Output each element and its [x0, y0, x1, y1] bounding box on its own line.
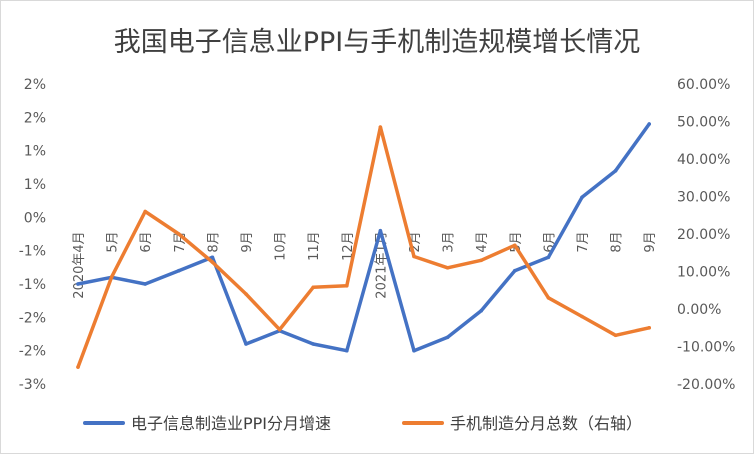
category-label: 10月: [274, 231, 289, 261]
data-point: [345, 284, 349, 288]
data-point: [412, 348, 416, 353]
category-label: 4月: [475, 231, 490, 252]
data-point: [143, 209, 147, 214]
right-tick-label: 0.00%: [677, 302, 721, 318]
data-point: [378, 125, 383, 129]
data-point: [76, 365, 80, 369]
right-tick-label: 40.00%: [677, 152, 730, 168]
left-tick-label: -1%: [19, 277, 46, 293]
data-point: [412, 254, 416, 259]
left-tick-label: 1%: [24, 144, 46, 160]
category-label: 7月: [576, 231, 591, 252]
right-tick-label: 30.00%: [677, 190, 730, 206]
data-point: [647, 122, 651, 126]
data-point: [244, 292, 248, 296]
right-axis: 60.00% 50.00% 40.00% 30.00% 20.00% 10.00% 0.00…: [677, 77, 735, 393]
data-point: [109, 275, 114, 279]
data-point: [647, 326, 651, 330]
right-tick-label: -10.00%: [677, 340, 735, 356]
right-tick-label: 10.00%: [677, 265, 730, 281]
series-line-1: [76, 122, 651, 353]
series-lines: [76, 122, 651, 369]
left-tick-label: -1%: [19, 244, 46, 260]
left-tick-label: -2%: [19, 344, 46, 360]
data-point: [546, 255, 551, 260]
data-point: [513, 268, 517, 273]
data-point: [613, 168, 618, 173]
category-label: 5月: [106, 231, 121, 252]
category-label: 2020年4月: [72, 231, 87, 298]
data-point: [76, 282, 80, 286]
data-point: [311, 285, 316, 290]
category-label: 9月: [240, 231, 255, 252]
right-tick-label: 50.00%: [677, 115, 730, 131]
left-tick-label: 2%: [24, 77, 46, 93]
legend-label: 电子信息制造业PPI分月增速: [131, 414, 331, 433]
data-point: [378, 228, 383, 233]
data-point: [479, 258, 484, 263]
left-axis: 2% 2% 1% 1% 0% -1% -1% -2% -2% -3%: [19, 77, 46, 393]
category-label: 9月: [643, 231, 658, 252]
data-point: [479, 308, 484, 313]
data-point: [311, 342, 316, 346]
data-point: [580, 314, 584, 319]
right-tick-label: 60.00%: [677, 77, 730, 93]
data-point: [513, 243, 517, 248]
legend-label: 手机制造分月总数（右轴）: [450, 414, 642, 433]
category-label: 11月: [307, 231, 322, 261]
data-point: [445, 335, 450, 340]
data-point: [177, 268, 181, 273]
data-point: [445, 266, 450, 270]
legend: 电子信息制造业PPI分月增速 手机制造分月总数（右轴）: [83, 414, 642, 433]
data-point: [580, 195, 584, 200]
right-tick-label: 20.00%: [677, 227, 730, 243]
data-point: [613, 333, 618, 338]
chart-title: 我国电子信息业PPI与手机制造规模增长情况: [114, 27, 641, 58]
series-line-2: [76, 125, 651, 369]
left-tick-label: 1%: [24, 177, 46, 193]
left-tick-label: 2%: [24, 110, 46, 126]
data-point: [546, 296, 551, 300]
left-tick-label: -3%: [19, 377, 46, 393]
left-tick-label: 0%: [24, 210, 46, 226]
data-point: [345, 348, 349, 353]
data-point: [244, 342, 248, 346]
data-point: [177, 232, 181, 236]
left-tick-label: -2%: [19, 310, 46, 326]
data-point: [210, 255, 215, 260]
data-point: [143, 282, 147, 286]
right-tick-label: -20.00%: [677, 377, 735, 393]
category-label: 3月: [442, 231, 457, 252]
data-point: [277, 327, 282, 332]
data-point: [210, 260, 215, 264]
category-label: 6月: [139, 231, 154, 252]
category-label: 8月: [206, 231, 221, 252]
category-label: 8月: [610, 231, 625, 252]
